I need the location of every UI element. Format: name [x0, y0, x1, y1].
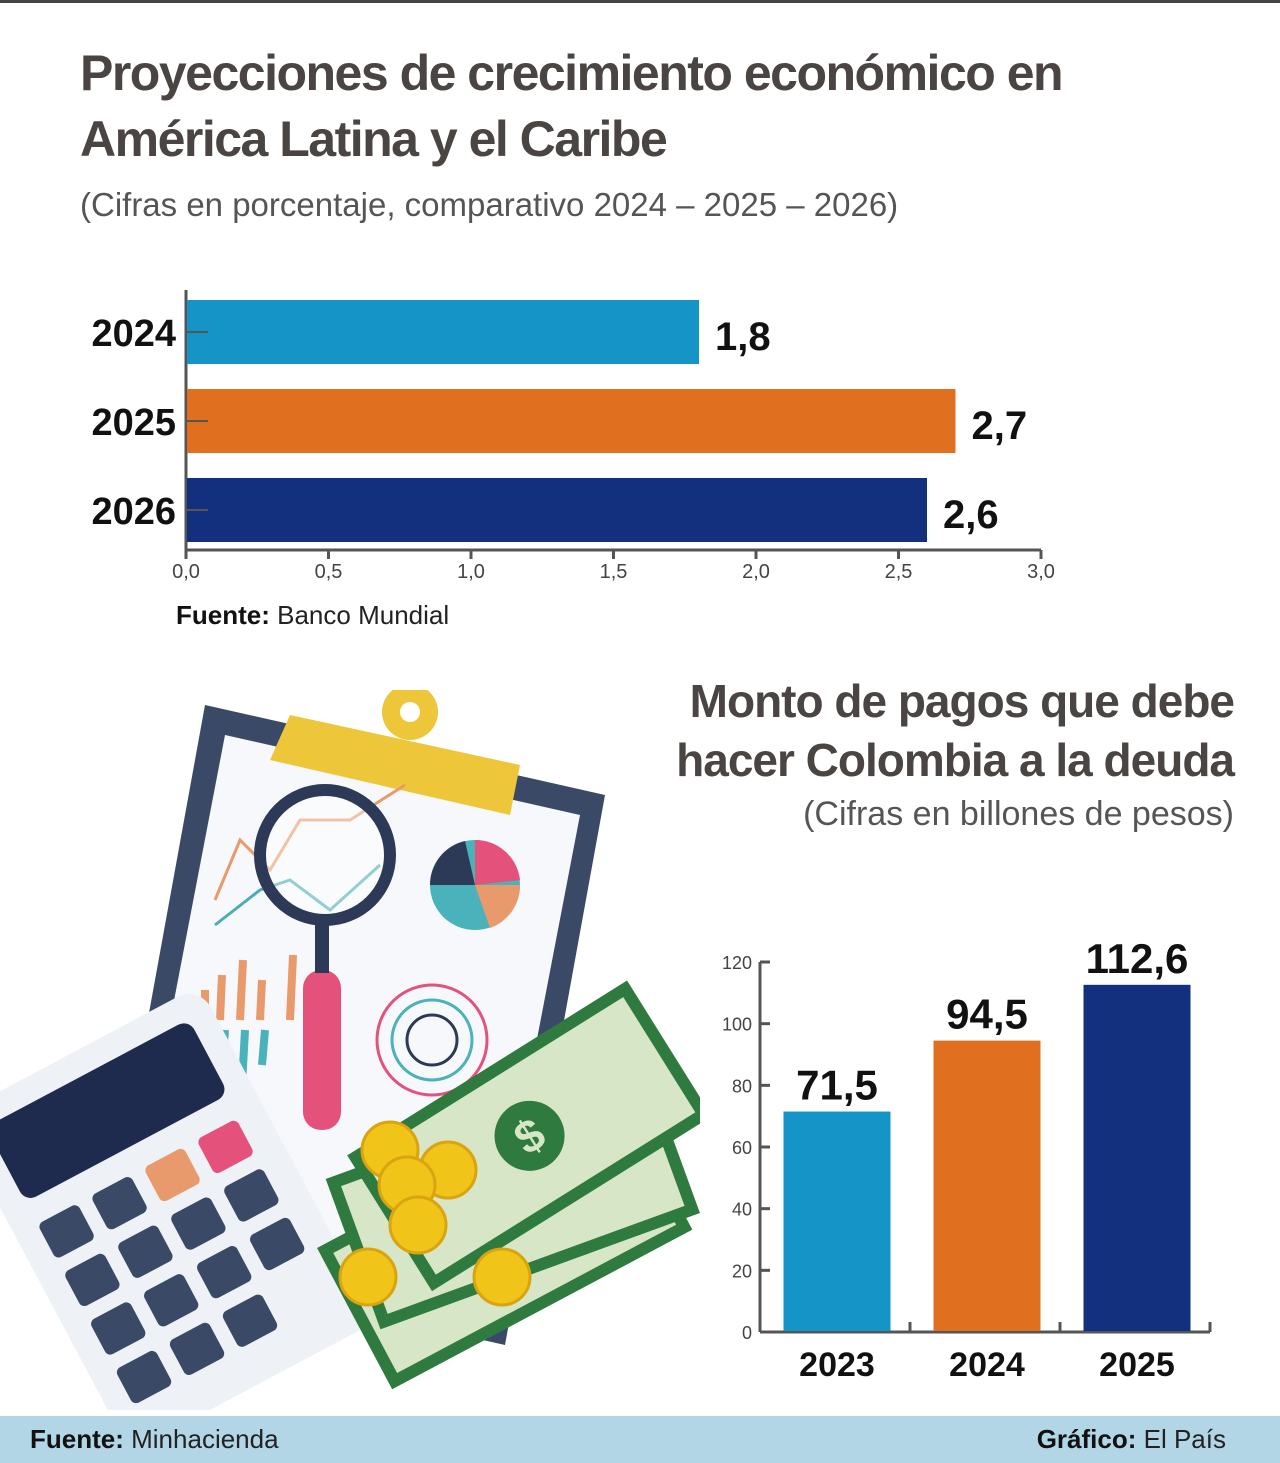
bar-2026	[187, 478, 927, 542]
category-label: 2026	[91, 491, 176, 533]
chart1-source: Fuente: Banco Mundial	[176, 600, 449, 631]
chart1-title: Proyecciones de crecimiento económico en…	[80, 45, 1064, 167]
category-label: 2025	[91, 402, 176, 444]
chart2-title: Monto de pagos que debe hacer Colombia a…	[676, 675, 1235, 786]
footer-credit: Gráfico: El País	[1037, 1424, 1226, 1455]
chart2-debt-bars: 0 20 40 60 80 100 120 71,5 2023 94,5 2024 112,6 2025	[722, 935, 1212, 1384]
x-tick-label: 2,5	[885, 561, 913, 583]
x-tick-label: 1,5	[600, 561, 628, 583]
category-label: 2025	[1099, 1346, 1175, 1384]
source-label: Fuente:	[176, 600, 270, 630]
magnifier-icon	[254, 784, 396, 1130]
finance-illustration: $	[0, 690, 700, 1410]
category-label: 2023	[799, 1346, 875, 1384]
footer-bar: Fuente: Minhacienda Gráfico: El País	[0, 1416, 1280, 1463]
x-tick-label: 3,0	[1027, 561, 1055, 583]
bar-2023	[783, 1111, 891, 1331]
y-tick-label: 80	[732, 1076, 752, 1096]
y-tick-label: 100	[722, 1015, 752, 1035]
x-tick-label: 0,0	[172, 561, 200, 583]
value-label: 2,6	[943, 493, 999, 537]
footer-source-label: Fuente:	[30, 1424, 124, 1454]
footer-credit-label: Gráfico:	[1036, 1424, 1137, 1454]
y-tick-label: 40	[732, 1200, 752, 1220]
y-tick-label: 20	[732, 1261, 752, 1281]
bar-2025	[1083, 984, 1191, 1331]
chart2-subtitle: (Cifras en billones de pesos)	[803, 795, 1234, 833]
footer-source: Fuente: Minhacienda	[30, 1424, 279, 1455]
bar-2024	[933, 1040, 1041, 1331]
top-border	[0, 0, 1280, 3]
coins-icon	[338, 1120, 532, 1307]
bar-2025	[187, 389, 956, 453]
value-label: 94,5	[946, 991, 1028, 1038]
y-tick-label: 0	[742, 1323, 752, 1343]
x-tick-label: 1,0	[457, 561, 485, 583]
value-label: 112,6	[1086, 935, 1189, 982]
chart1-growth-bars: 0,0 0,5 1,0 1,5 2,0 2,5 3,0 2024 1,8 2025 2,7 2026 2…	[91, 290, 1055, 583]
source-value: Banco Mundial	[277, 600, 450, 630]
footer-source-value: Minhacienda	[131, 1424, 279, 1454]
chart1-subtitle: (Cifras en porcentaje, comparativo 2024 …	[80, 186, 899, 223]
value-label: 1,8	[715, 315, 771, 359]
value-label: 71,5	[796, 1062, 878, 1109]
value-label: 2,7	[972, 404, 1028, 448]
y-tick-label: 120	[722, 953, 752, 973]
bar-2024	[187, 300, 699, 364]
x-tick-label: 0,5	[315, 561, 343, 583]
footer-credit-value: El País	[1143, 1424, 1226, 1454]
x-tick-label: 2,0	[742, 561, 770, 583]
y-tick-label: 60	[732, 1138, 752, 1158]
category-label: 2024	[91, 313, 176, 355]
category-label: 2024	[949, 1346, 1025, 1384]
calculator-icon	[0, 994, 369, 1410]
